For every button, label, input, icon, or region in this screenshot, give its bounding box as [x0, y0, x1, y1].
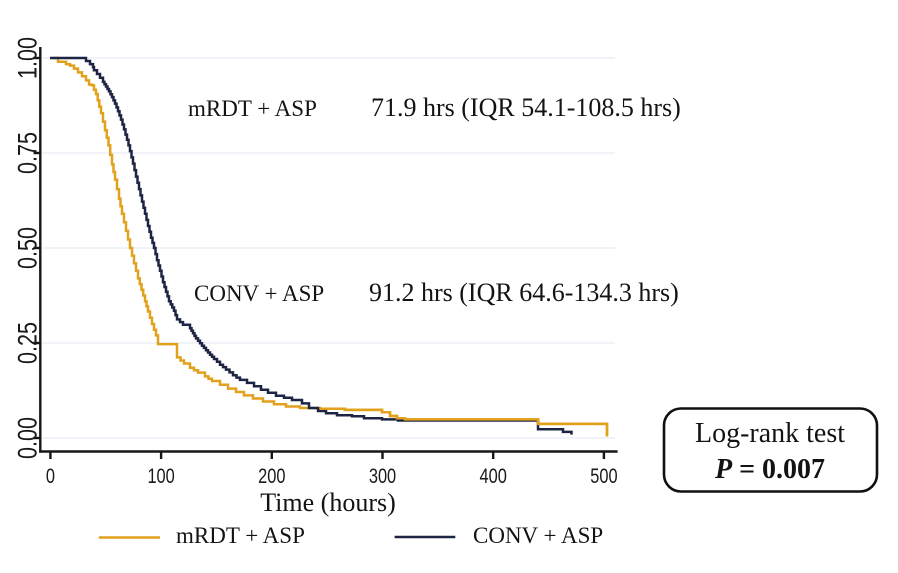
svg-text:1.00: 1.00 — [13, 37, 43, 79]
svg-text:200: 200 — [258, 464, 285, 487]
svg-text:100: 100 — [147, 464, 174, 487]
svg-text:mRDT + ASP: mRDT + ASP — [176, 523, 305, 548]
svg-text:0.00: 0.00 — [13, 417, 43, 459]
svg-text:mRDT + ASP: mRDT + ASP — [188, 96, 317, 121]
svg-text:400: 400 — [480, 464, 507, 487]
svg-text:Log-rank test: Log-rank test — [695, 418, 845, 449]
svg-text:500: 500 — [590, 464, 617, 487]
svg-text:0: 0 — [46, 464, 55, 487]
svg-text:0.75: 0.75 — [13, 132, 43, 174]
svg-text:0.50: 0.50 — [13, 227, 43, 269]
svg-text:71.9 hrs (IQR 54.1-108.5 hrs): 71.9 hrs (IQR 54.1-108.5 hrs) — [371, 93, 681, 122]
svg-text:0.25: 0.25 — [13, 322, 43, 364]
svg-text:CONV + ASP: CONV + ASP — [194, 281, 324, 306]
svg-text:P = 0.007: P = 0.007 — [714, 454, 825, 485]
svg-text:CONV + ASP: CONV + ASP — [473, 523, 603, 548]
svg-text:300: 300 — [369, 464, 396, 487]
svg-text:91.2 hrs (IQR 64.6-134.3 hrs): 91.2 hrs (IQR 64.6-134.3 hrs) — [369, 278, 679, 307]
svg-text:Time (hours): Time (hours) — [260, 488, 396, 517]
